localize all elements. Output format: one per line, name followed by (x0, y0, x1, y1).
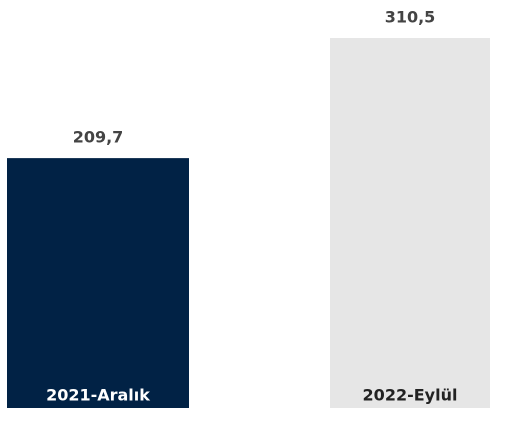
category-label: 2021-Aralık (46, 386, 150, 405)
value-label: 310,5 (385, 8, 436, 27)
bar (330, 38, 490, 408)
bar (7, 158, 189, 408)
value-label: 209,7 (73, 128, 124, 147)
category-label: 2022-Eylül (363, 386, 458, 405)
